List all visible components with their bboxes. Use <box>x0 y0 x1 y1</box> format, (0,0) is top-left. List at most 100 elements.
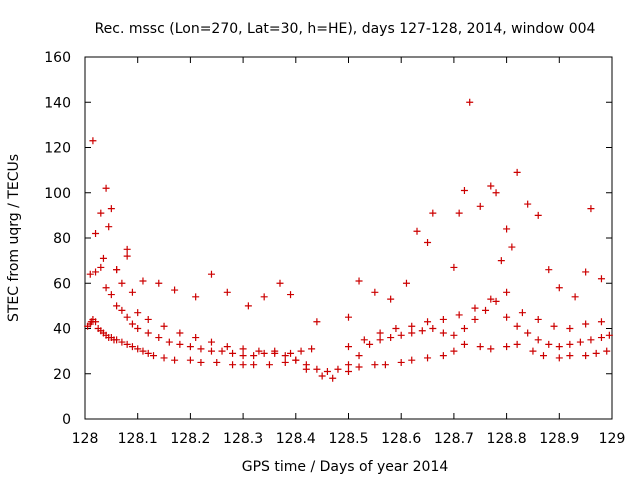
data-point <box>197 358 205 366</box>
data-point <box>355 277 363 285</box>
data-point <box>92 268 100 276</box>
data-point <box>376 329 384 337</box>
data-point <box>408 322 416 330</box>
data-point <box>260 349 268 357</box>
data-point <box>271 347 279 355</box>
data-point <box>160 354 168 362</box>
data-point <box>144 315 152 323</box>
data-point <box>429 209 437 217</box>
data-point <box>513 322 521 330</box>
data-point <box>302 361 310 369</box>
data-point <box>287 349 295 357</box>
data-point <box>450 347 458 355</box>
y-tick-label: 60 <box>53 276 71 292</box>
data-point <box>207 347 215 355</box>
data-point <box>582 352 590 360</box>
data-point <box>197 345 205 353</box>
data-point <box>476 202 484 210</box>
data-point <box>144 329 152 337</box>
data-point <box>476 343 484 351</box>
x-axis-label: GPS time / Days of year 2014 <box>242 459 449 475</box>
data-point <box>503 343 511 351</box>
data-point <box>255 347 263 355</box>
data-point <box>313 365 321 373</box>
data-point <box>171 356 179 364</box>
data-point <box>123 340 131 348</box>
data-point <box>239 352 247 360</box>
data-point <box>123 245 131 253</box>
data-point <box>566 325 574 332</box>
data-point <box>92 229 100 237</box>
data-point <box>424 354 432 362</box>
data-point <box>128 343 136 351</box>
data-point <box>402 279 410 287</box>
data-point <box>107 205 115 213</box>
data-point <box>329 374 337 382</box>
data-point <box>424 239 432 247</box>
data-point <box>371 361 379 369</box>
data-point <box>97 209 105 217</box>
data-point <box>503 288 511 296</box>
data-point <box>134 345 142 353</box>
x-tick-label: 128 <box>72 431 99 447</box>
data-point <box>281 352 289 360</box>
x-tick-label: 128.4 <box>276 431 316 447</box>
y-tick-label: 20 <box>53 367 71 383</box>
data-point <box>529 347 537 355</box>
data-point <box>408 329 416 337</box>
data-point <box>239 361 247 369</box>
data-point <box>460 325 468 332</box>
data-point <box>455 209 463 217</box>
data-point <box>134 309 142 317</box>
data-point <box>113 302 121 310</box>
data-point <box>413 227 421 235</box>
data-point <box>118 306 126 314</box>
data-point <box>192 334 200 342</box>
data-point <box>376 336 384 344</box>
data-point <box>587 205 595 213</box>
data-point <box>107 291 115 299</box>
data-point <box>439 315 447 323</box>
data-point <box>186 343 194 351</box>
data-point <box>176 329 184 337</box>
data-point <box>397 358 405 366</box>
data-point <box>355 363 363 371</box>
data-point <box>144 349 152 357</box>
data-point <box>128 320 136 328</box>
data-point <box>244 302 252 310</box>
data-point <box>524 200 532 208</box>
data-point <box>460 340 468 348</box>
y-tick-label: 140 <box>44 95 71 111</box>
data-point <box>229 349 237 357</box>
data-point <box>408 356 416 364</box>
data-point <box>429 325 437 332</box>
data-point <box>292 356 300 364</box>
data-point <box>360 336 368 344</box>
data-point <box>424 318 432 326</box>
data-point <box>555 284 563 292</box>
chart-title: Rec. mssc (Lon=270, Lat=30, h=HE), days … <box>95 21 596 37</box>
data-point <box>250 352 258 360</box>
data-point <box>387 295 395 303</box>
x-tick-label: 128.3 <box>223 431 263 447</box>
data-point <box>534 315 542 323</box>
data-point <box>345 361 352 369</box>
data-point <box>123 252 131 260</box>
data-point <box>597 275 605 283</box>
x-tick-label: 128.6 <box>381 431 421 447</box>
x-tick-label: 128.7 <box>434 431 474 447</box>
data-point <box>318 372 326 380</box>
data-point <box>582 268 590 276</box>
data-point <box>118 279 126 287</box>
data-point <box>487 345 495 353</box>
data-point <box>313 318 321 326</box>
data-point <box>597 334 605 342</box>
data-point <box>571 293 579 301</box>
y-axis-ticks: 0 20 40 60 80 100 120 140 160 <box>44 50 612 428</box>
data-point <box>471 304 479 312</box>
data-point <box>176 340 184 348</box>
data-point <box>566 352 574 360</box>
data-point <box>534 211 542 219</box>
data-point <box>86 270 94 278</box>
data-point <box>387 334 395 342</box>
